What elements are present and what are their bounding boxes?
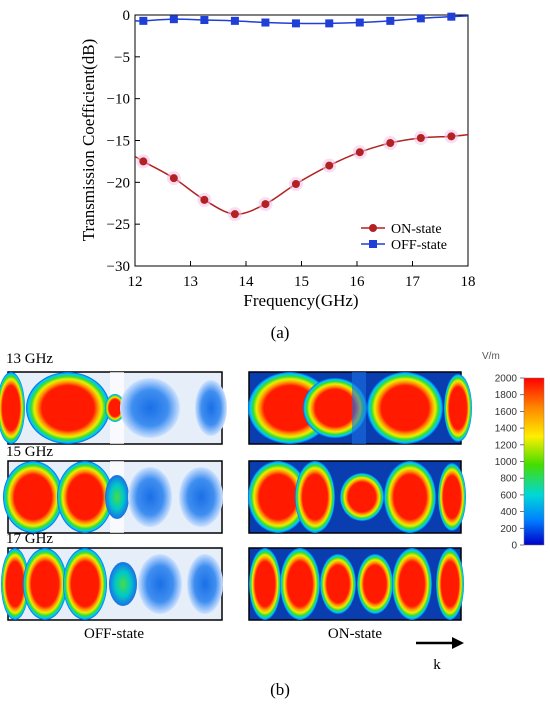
field-map-off-17 [1, 547, 223, 621]
legend: ON-state OFF-state [361, 222, 447, 253]
caption-a: (a) [271, 323, 290, 342]
off-state-marker [325, 19, 334, 28]
colorbar-tick-label: 2000 [495, 374, 518, 385]
off-state-marker [416, 14, 425, 23]
x-tick-label: 14 [239, 274, 255, 290]
off-state-marker [261, 18, 270, 27]
on-state-marker [447, 132, 456, 141]
series-markers [136, 12, 459, 222]
y-axis-label: Transmission Coefficient(dB) [79, 39, 98, 242]
on-state-marker [325, 161, 334, 170]
on-state-marker [139, 157, 148, 166]
colorbar-tick-label: 1200 [495, 440, 518, 451]
legend-off-label: OFF-state [391, 238, 447, 253]
x-tick-label: 12 [128, 274, 143, 290]
colorbar-unit: V/m [482, 351, 500, 362]
x-tick-label: 15 [294, 274, 309, 290]
colorbar-gradient [523, 377, 545, 546]
wave-vector-label: k [433, 657, 441, 673]
column-label-on: ON-state [328, 626, 382, 642]
y-tick-label: −10 [107, 92, 130, 108]
off-state-marker [355, 18, 364, 27]
wave-direction-arrow [416, 637, 464, 649]
off-state-marker [230, 16, 239, 25]
on-state-marker [386, 139, 395, 148]
on-state-line [134, 133, 469, 215]
freq-label-17: 17 GHz [6, 531, 53, 547]
x-axis-label: Frequency(GHz) [243, 291, 358, 310]
x-tick-label: 13 [183, 274, 198, 290]
y-tick-label: −15 [107, 134, 130, 150]
colorbar-tick-label: 800 [500, 474, 517, 485]
freq-label-15: 15 GHz [6, 444, 53, 460]
colorbar-tick-label: 1800 [495, 390, 518, 401]
axis-ticks: 12 13 14 15 16 17 18 0 −5 −10 −15 −20 −25 −30 [107, 8, 476, 290]
x-tick-label: 16 [350, 274, 366, 290]
colorbar-tick-label: 0 [511, 541, 517, 552]
colorbar-tick-label: 200 [500, 524, 517, 535]
freq-label-13: 13 GHz [6, 351, 53, 367]
y-tick-label: −25 [107, 217, 130, 233]
y-tick-label: −5 [114, 50, 130, 66]
legend-on-label: ON-state [391, 222, 442, 237]
caption-b: (b) [270, 680, 290, 699]
on-state-marker [416, 133, 425, 142]
field-map-off-15 [3, 460, 223, 534]
legend-on-marker [369, 224, 377, 232]
colorbar-tick-label: 600 [500, 490, 517, 501]
on-state-marker [230, 210, 239, 219]
off-state-marker [447, 12, 456, 21]
colorbar-tick-label: 1600 [495, 407, 518, 418]
transmission-chart: 12 13 14 15 16 17 18 0 −5 −10 −15 −20 −25 −30 Transmi… [79, 8, 476, 342]
off-state-marker [291, 19, 300, 28]
colorbar-tick-label: 1000 [495, 457, 518, 468]
on-state-marker [169, 174, 178, 183]
field-map-on-17 [248, 547, 464, 621]
off-state-marker [169, 15, 178, 24]
field-map-off-13 [0, 371, 227, 445]
y-tick-label: −20 [107, 175, 130, 191]
colorbar-tick-label: 400 [500, 507, 517, 518]
off-state-marker [200, 16, 209, 25]
field-map-on-13 [248, 371, 472, 445]
field-maps-figure: 13 GHz 15 GHz 17 GHz [0, 351, 545, 699]
on-state-marker [200, 195, 209, 204]
off-state-marker [139, 16, 148, 25]
on-state-marker [355, 148, 364, 157]
colorbar-tick-label: 1400 [495, 424, 518, 435]
off-state-marker [386, 16, 395, 25]
legend-off-marker [369, 240, 377, 248]
x-tick-label: 18 [461, 274, 476, 290]
on-state-marker [291, 180, 300, 189]
y-tick-label: 0 [123, 8, 131, 24]
field-map-on-15 [248, 460, 466, 534]
y-tick-label: −30 [107, 259, 130, 275]
colorbar: V/m 200018001600140012001000800600400200… [482, 351, 545, 552]
column-label-off: OFF-state [84, 626, 144, 642]
on-state-marker [261, 200, 270, 209]
x-tick-label: 17 [405, 274, 421, 290]
